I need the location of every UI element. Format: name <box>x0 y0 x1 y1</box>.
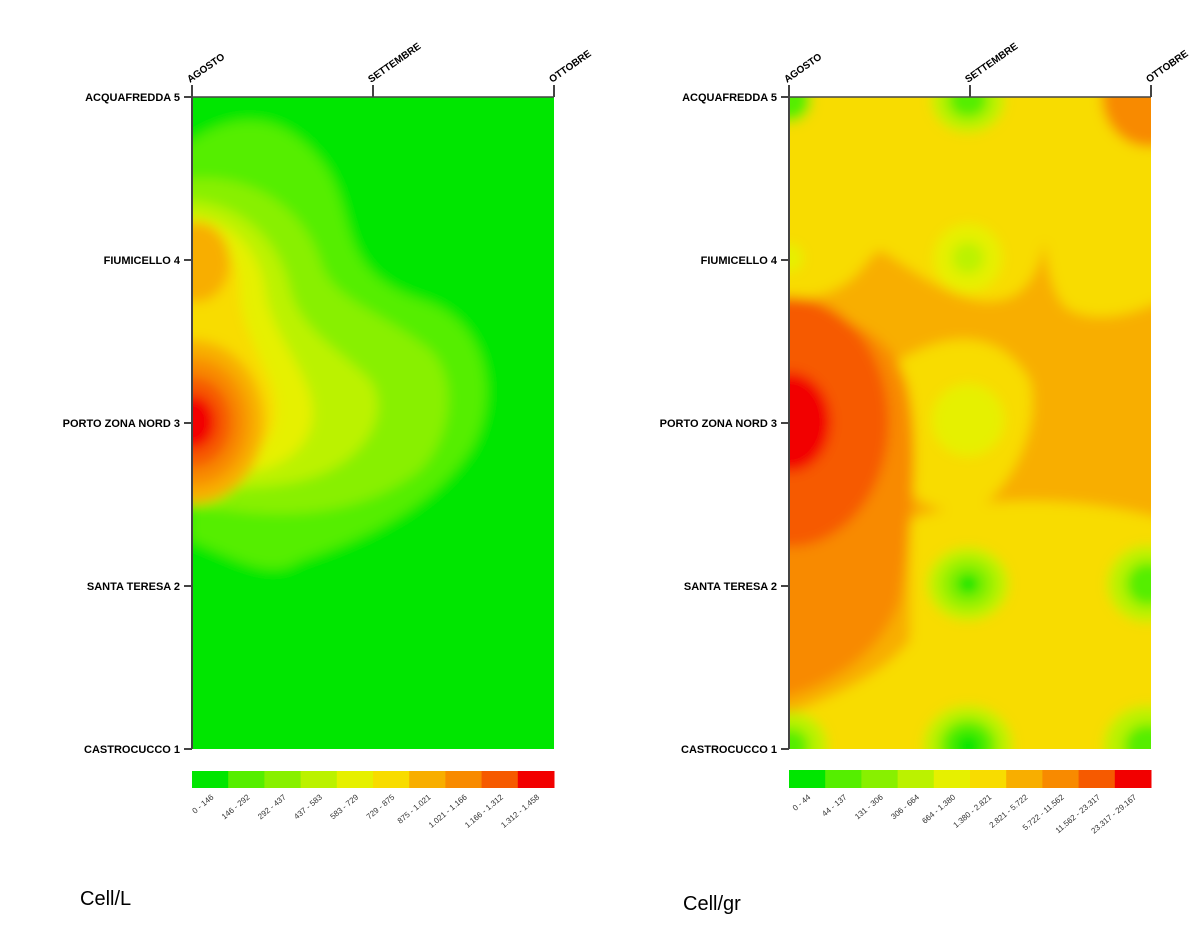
contour-band <box>1124 724 1151 749</box>
x-tick-label: SETTEMBRE <box>366 41 423 86</box>
contour-band <box>1126 562 1151 606</box>
contour-field-left <box>192 97 554 749</box>
x-tick-label: SETTEMBRE <box>963 41 1020 86</box>
x-tick-label: OTTOBRE <box>547 48 593 85</box>
y-tick-label: SANTA TERESA 2 <box>87 581 180 593</box>
x-tick-label: OTTOBRE <box>1144 48 1190 85</box>
legend-swatch <box>445 771 483 788</box>
contour-band <box>948 97 988 118</box>
legend-swatch <box>373 771 410 788</box>
contour-band <box>789 501 1151 749</box>
legend-swatch <box>1006 770 1043 788</box>
contour-band <box>789 97 1049 302</box>
contour-band <box>954 733 982 749</box>
legend-label: 664 - 1.380 <box>920 792 957 825</box>
unit-label-left: Cell/L <box>80 888 131 910</box>
contour-band <box>1043 97 1151 317</box>
y-tick-label: ACQUAFREDDA 5 <box>85 92 180 104</box>
legend-label: 729 - 875 <box>365 792 397 821</box>
legend-label: 131 - 306 <box>853 792 885 821</box>
y-tick-label: CASTROCUCCO 1 <box>84 744 180 756</box>
contour-band <box>192 222 230 302</box>
contour-band <box>789 728 809 749</box>
chart-left: ACQUAFREDDA 5 FIUMICELLO 4 PORTO ZONA NORD… <box>63 41 594 910</box>
legend-swatch <box>517 771 555 788</box>
x-tick-label: AGOSTO <box>185 52 227 86</box>
legend-label: 437 - 583 <box>292 792 324 821</box>
legend-swatch <box>1114 770 1152 788</box>
legend-swatch <box>264 771 302 788</box>
y-tick-label: FIUMICELLO 4 <box>104 255 181 267</box>
legend-swatch <box>861 770 899 788</box>
legend-label: 306 - 664 <box>889 792 921 821</box>
legend-swatch <box>897 770 935 788</box>
contour-band <box>789 372 831 472</box>
contour-band <box>932 384 1004 456</box>
legend-swatch <box>1078 770 1116 788</box>
contour-band <box>789 244 803 272</box>
legend-swatch <box>970 770 1007 788</box>
legend-swatch <box>825 770 862 788</box>
y-tick-label: CASTROCUCCO 1 <box>681 744 777 756</box>
legend-swatch <box>300 771 338 788</box>
contour-band <box>789 297 889 547</box>
legend-swatch <box>1042 770 1080 788</box>
contour-band <box>789 97 811 122</box>
contour-band <box>952 242 984 274</box>
y-tick-label: PORTO ZONA NORD 3 <box>63 418 180 430</box>
unit-label-right: Cell/gr <box>683 893 741 915</box>
contour-band <box>1102 97 1151 147</box>
legend-swatch <box>409 771 446 788</box>
legend-label: 44 - 137 <box>820 792 849 818</box>
chart-right: ACQUAFREDDA 5 FIUMICELLO 4 PORTO ZONA NORD… <box>660 41 1191 915</box>
legend-label: 1.312 - 1.458 <box>499 792 541 830</box>
legend-left: 0 - 146 146 - 292 292 - 437 437 - 583 583 - … <box>191 771 555 830</box>
legend-label: 292 - 437 <box>256 792 288 821</box>
y-tick-label: ACQUAFREDDA 5 <box>682 92 777 104</box>
legend-right: 0 - 44 44 - 137 131 - 306 306 - 664 664 - 1.… <box>789 770 1152 836</box>
legend-swatch <box>228 771 265 788</box>
legend-label: 146 - 292 <box>220 792 252 821</box>
legend-label: 0 - 146 <box>191 792 216 815</box>
legend-swatch <box>336 771 374 788</box>
contour-band <box>192 394 216 450</box>
y-tick-label: FIUMICELLO 4 <box>701 255 778 267</box>
legend-swatch <box>481 771 519 788</box>
legend-swatch <box>933 770 971 788</box>
x-tick-label: AGOSTO <box>782 52 824 86</box>
y-tick-label: SANTA TERESA 2 <box>684 581 777 593</box>
contour-field-right <box>789 97 1151 749</box>
contour-band <box>956 573 980 595</box>
legend-label: 0 - 44 <box>791 792 813 812</box>
y-tick-label: PORTO ZONA NORD 3 <box>660 418 777 430</box>
legend-swatch <box>789 770 826 788</box>
legend-label: 583 - 729 <box>328 792 360 821</box>
legend-label: 875 - 1.021 <box>396 792 433 825</box>
legend-swatch <box>192 771 229 788</box>
